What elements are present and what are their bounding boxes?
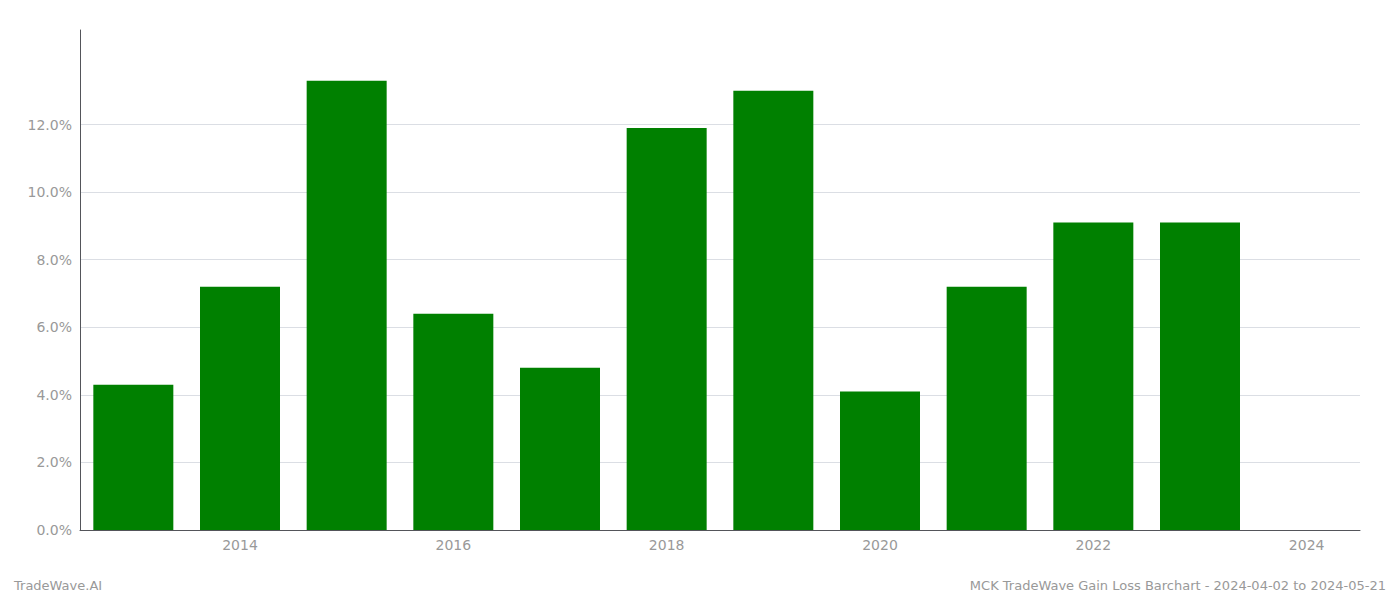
svg-text:MCK TradeWave Gain Loss Barcha: MCK TradeWave Gain Loss Barchart - 2024-… — [970, 578, 1386, 593]
svg-text:4.0%: 4.0% — [36, 387, 72, 403]
svg-text:8.0%: 8.0% — [36, 252, 72, 268]
svg-text:2014: 2014 — [222, 537, 258, 553]
svg-text:2018: 2018 — [649, 537, 685, 553]
svg-text:2024: 2024 — [1289, 537, 1325, 553]
svg-text:10.0%: 10.0% — [28, 184, 72, 200]
svg-text:TradeWave.AI: TradeWave.AI — [13, 578, 102, 593]
svg-text:0.0%: 0.0% — [36, 522, 72, 538]
svg-text:2020: 2020 — [862, 537, 898, 553]
svg-text:2.0%: 2.0% — [36, 454, 72, 470]
svg-text:6.0%: 6.0% — [36, 319, 72, 335]
svg-text:12.0%: 12.0% — [28, 117, 72, 133]
svg-text:2022: 2022 — [1076, 537, 1112, 553]
svg-text:2016: 2016 — [436, 537, 472, 553]
